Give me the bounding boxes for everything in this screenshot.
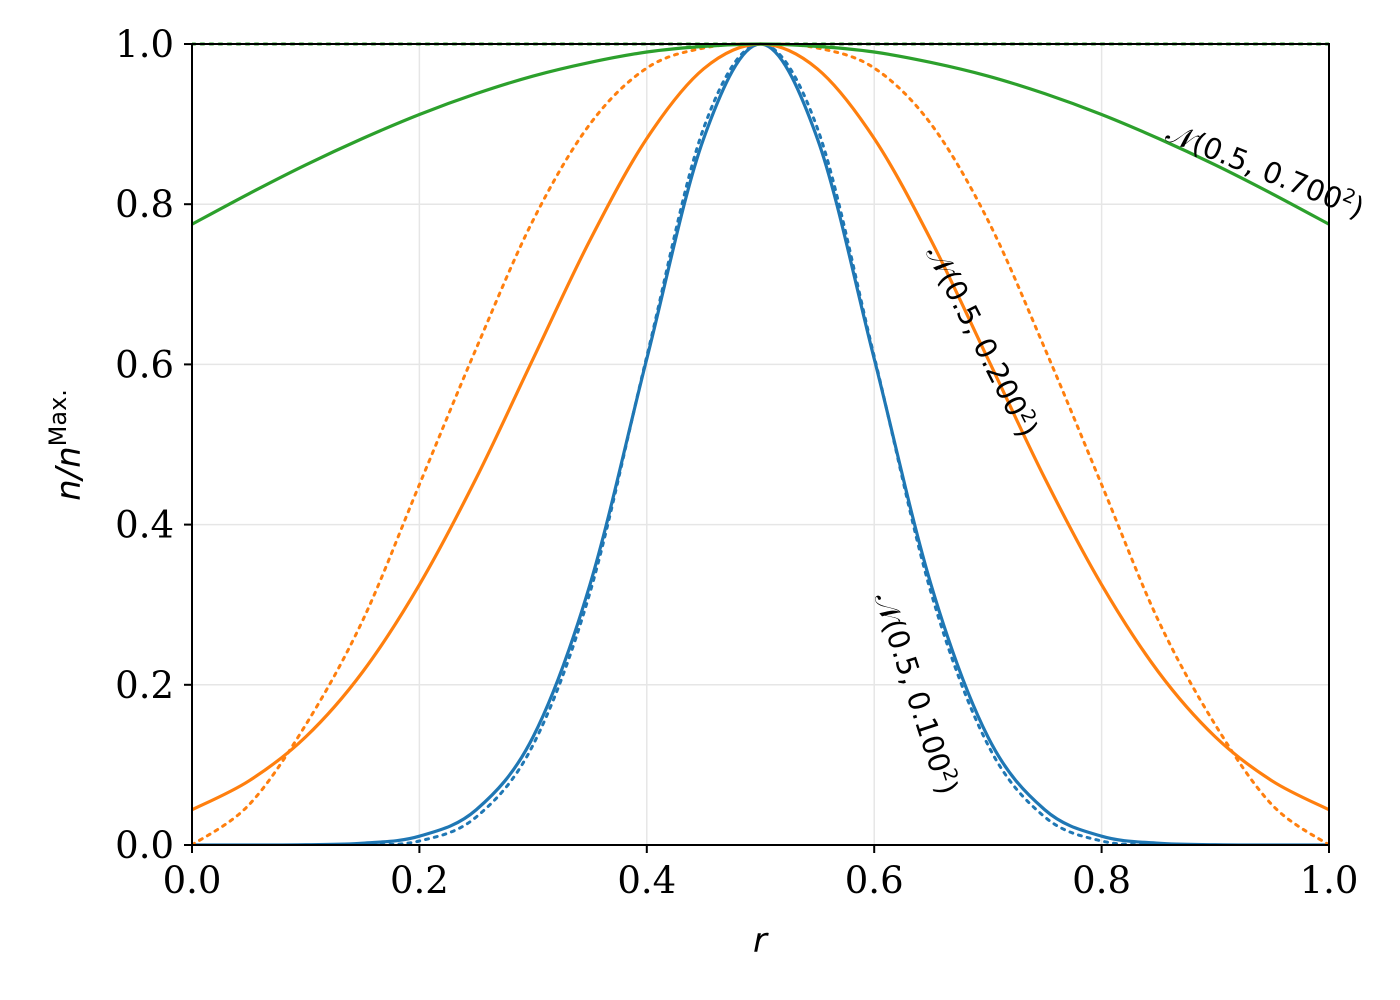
curve-annotation-text: 𝒩(0.5, 0.700 — [1161, 115, 1347, 216]
y-tick-label: 0.2 — [115, 664, 174, 707]
y-axis-label: n/nMax. — [44, 389, 89, 501]
y-tick-label: 1.0 — [115, 23, 174, 66]
x-tick-label: 0.2 — [390, 859, 449, 902]
x-tick-label: 0.0 — [163, 859, 222, 902]
y-axis-label-main: n/n — [49, 446, 89, 501]
curve-annotation-text: 𝒩(0.5, 0.100 — [868, 588, 958, 776]
y-tick-label: 0.4 — [115, 504, 174, 547]
curve-annotation: 𝒩(0.5, 0.2002) — [919, 240, 1046, 443]
curve-annotation-text: 𝒩(0.5, 0.200 — [919, 240, 1034, 422]
plot-frame — [191, 43, 1330, 846]
y-tick-label: 0.6 — [115, 343, 174, 386]
curve-annotations: 𝒩(0.5, 0.7002) 𝒩(0.5, 0.2002) 𝒩(0.5, 0.100… — [868, 114, 1369, 799]
y-tick-label: 0.0 — [115, 824, 174, 867]
series-line-3 — [192, 42, 1329, 845]
series-layer — [192, 42, 1329, 845]
axis-ticks: 0.0 0.2 0.4 0.6 0.8 1.0 0.0 0.2 0.4 0.6 0.8 1.0 — [115, 23, 1358, 902]
x-tick-label: 0.6 — [845, 859, 904, 902]
curve-annotation: 𝒩(0.5, 0.1002) — [868, 588, 966, 799]
grid — [191, 43, 1330, 846]
x-axis-label: r — [753, 921, 769, 961]
series-line-1 — [192, 42, 1329, 845]
curve-annotation: 𝒩(0.5, 0.7002) — [1161, 114, 1369, 225]
series-line-0 — [192, 42, 1329, 845]
series-line-2 — [192, 42, 1329, 812]
y-axis-label-sup: Max. — [44, 389, 72, 446]
series-line-4 — [192, 42, 1329, 226]
y-tick-label: 0.8 — [115, 183, 174, 226]
x-tick-label: 0.8 — [1072, 859, 1131, 902]
x-tick-label: 1.0 — [1300, 859, 1359, 902]
x-tick-label: 0.4 — [617, 859, 676, 902]
